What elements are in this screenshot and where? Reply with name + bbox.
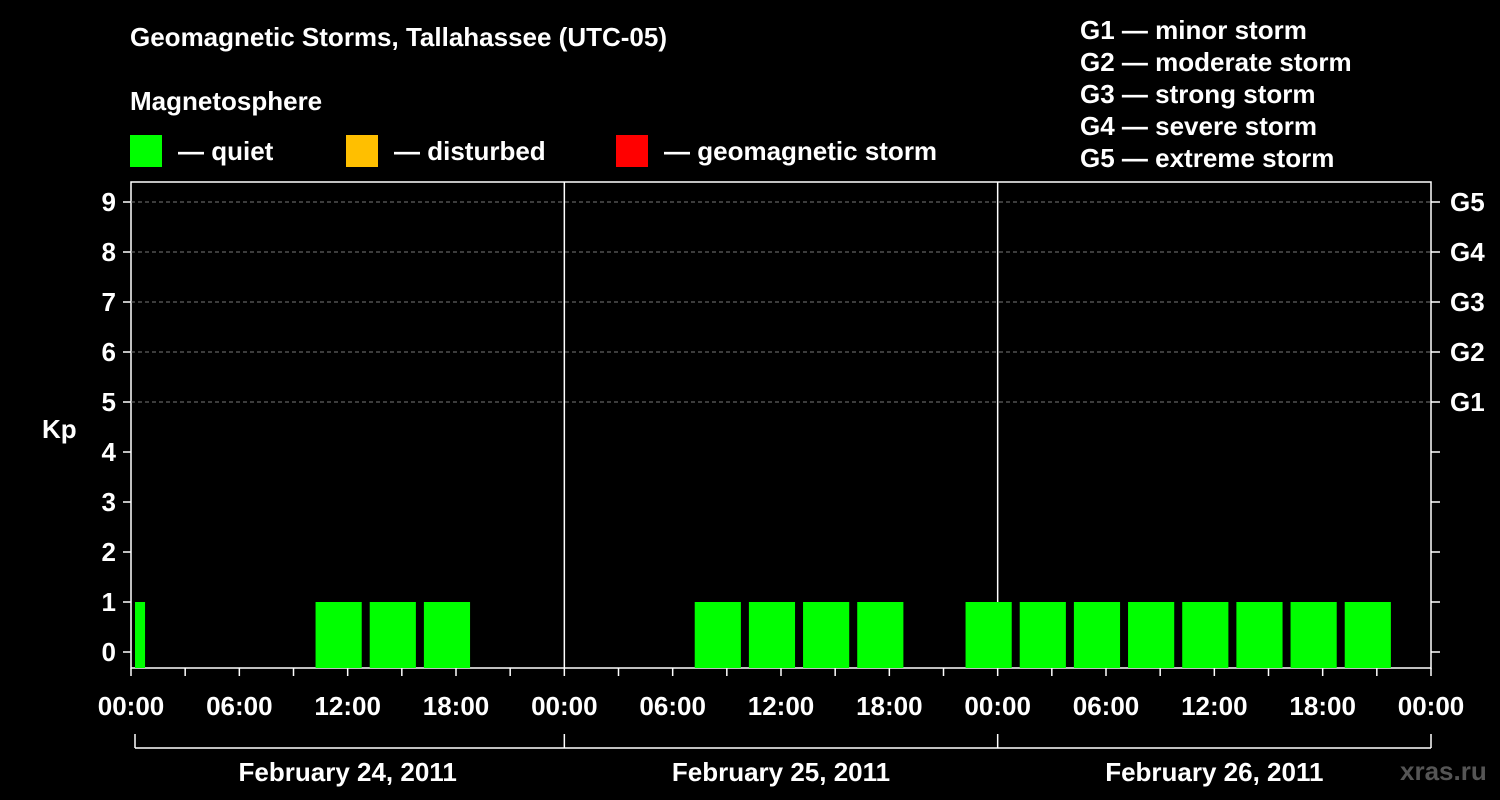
x-tick-label: 18:00	[423, 691, 490, 721]
right-axis-label: G4	[1450, 237, 1485, 267]
kp-bar	[1073, 602, 1121, 668]
kp-bar	[694, 602, 741, 668]
kp-bar	[965, 602, 1012, 668]
kp-bar	[315, 602, 362, 668]
y-tick-label: 8	[102, 237, 116, 267]
right-axis-label: G5	[1450, 187, 1485, 217]
y-tick-label: 1	[102, 587, 116, 617]
storm-level-g2: G2 — moderate storm	[1080, 47, 1352, 77]
x-tick-label: 12:00	[748, 691, 815, 721]
x-tick-label: 00:00	[964, 691, 1031, 721]
chart-title: Geomagnetic Storms, Tallahassee (UTC-05)	[130, 22, 668, 52]
x-tick-label: 00:00	[98, 691, 165, 721]
kp-bar	[423, 602, 471, 668]
right-axis-label: G1	[1450, 387, 1485, 417]
watermark: xras.ru	[1400, 756, 1487, 786]
right-axis-label: G3	[1450, 287, 1485, 317]
storm-level-g4: G4 — severe storm	[1080, 111, 1318, 141]
y-tick-label: 5	[102, 387, 116, 417]
legend-disturbed: — disturbed	[346, 134, 546, 168]
day-label: February 26, 2011	[1105, 757, 1323, 787]
legend-disturbed-label: — disturbed	[394, 135, 546, 166]
legend-heading: Magnetosphere	[130, 86, 323, 116]
kp-bar	[1128, 602, 1175, 668]
x-tick-label: 06:00	[206, 691, 273, 721]
x-tick-label: 18:00	[856, 691, 923, 721]
x-tick-label: 06:00	[1073, 691, 1140, 721]
y-tick-label: 0	[102, 637, 116, 667]
storm-level-list: G1 — minor storm G2 — moderate storm G3 …	[1080, 14, 1352, 174]
legend-quiet-swatch	[130, 135, 162, 167]
kp-bar	[135, 602, 146, 668]
plot-frame	[130, 181, 1432, 669]
kp-bar	[803, 602, 850, 668]
legend-storm: — geomagnetic storm	[616, 134, 937, 168]
x-tick-label: 12:00	[314, 691, 381, 721]
legend-storm-swatch	[616, 135, 648, 167]
day-label: February 24, 2011	[239, 757, 457, 787]
x-tick-label: 12:00	[1181, 691, 1248, 721]
legend-disturbed-swatch	[346, 135, 378, 167]
y-tick-label: 3	[102, 487, 116, 517]
legend-storm-label: — geomagnetic storm	[664, 135, 938, 166]
x-tick-label: 18:00	[1289, 691, 1356, 721]
y-tick-label: 4	[102, 437, 117, 467]
legend-quiet-label: — quiet	[178, 135, 274, 166]
kp-bar	[1236, 602, 1283, 668]
storm-level-g1: G1 — minor storm	[1080, 15, 1307, 45]
y-tick-label: 2	[102, 537, 116, 567]
y-tick-label: 9	[102, 187, 116, 217]
kp-bar	[1182, 602, 1229, 668]
storm-level-g3: G3 — strong storm	[1080, 79, 1316, 109]
kp-bar	[369, 602, 416, 668]
right-axis-label: G2	[1450, 337, 1485, 367]
legend-quiet: — quiet	[130, 134, 273, 168]
x-tick-label: 00:00	[1398, 691, 1465, 721]
kp-bar	[1019, 602, 1066, 668]
x-tick-label: 00:00	[531, 691, 598, 721]
day-label: February 25, 2011	[672, 757, 890, 787]
kp-bar	[748, 602, 796, 668]
kp-bar	[1344, 602, 1391, 668]
storm-level-g5: G5 — extreme storm	[1080, 143, 1335, 173]
y-axis-label: Kp	[42, 414, 77, 444]
kp-bar	[857, 602, 904, 668]
x-tick-label: 06:00	[639, 691, 706, 721]
kp-bar	[1290, 602, 1337, 668]
y-tick-label: 6	[102, 337, 116, 367]
y-tick-label: 7	[102, 287, 116, 317]
